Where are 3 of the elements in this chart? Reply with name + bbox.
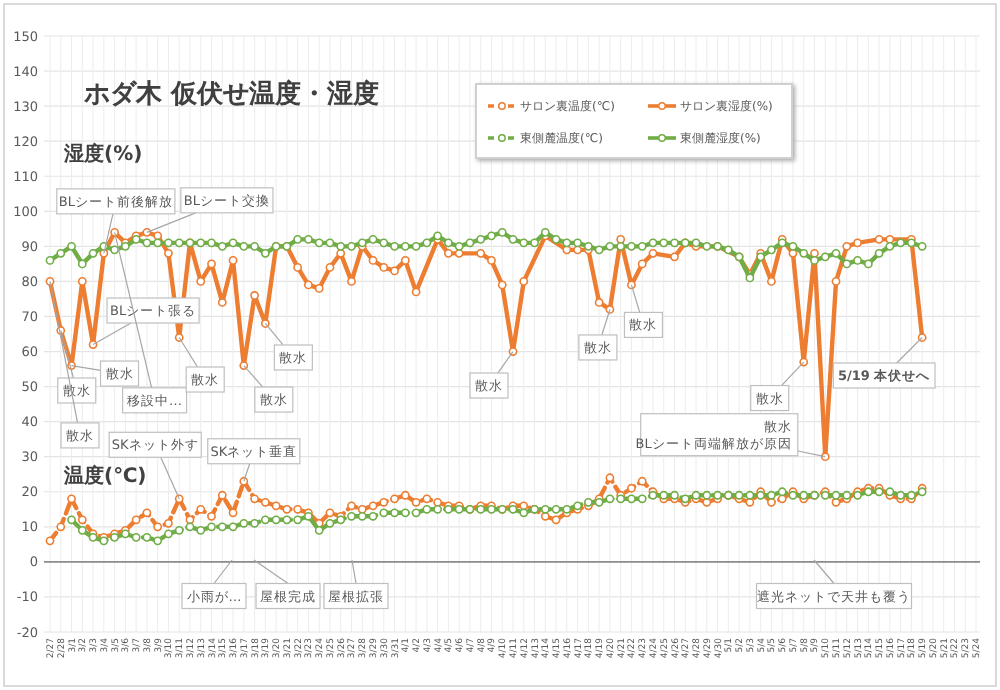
annotation: 湿度(%) — [62, 142, 143, 166]
text: ホダ木 仮伏せ温度・湿度 — [82, 78, 380, 110]
annotation: 温度(℃) — [62, 464, 147, 488]
